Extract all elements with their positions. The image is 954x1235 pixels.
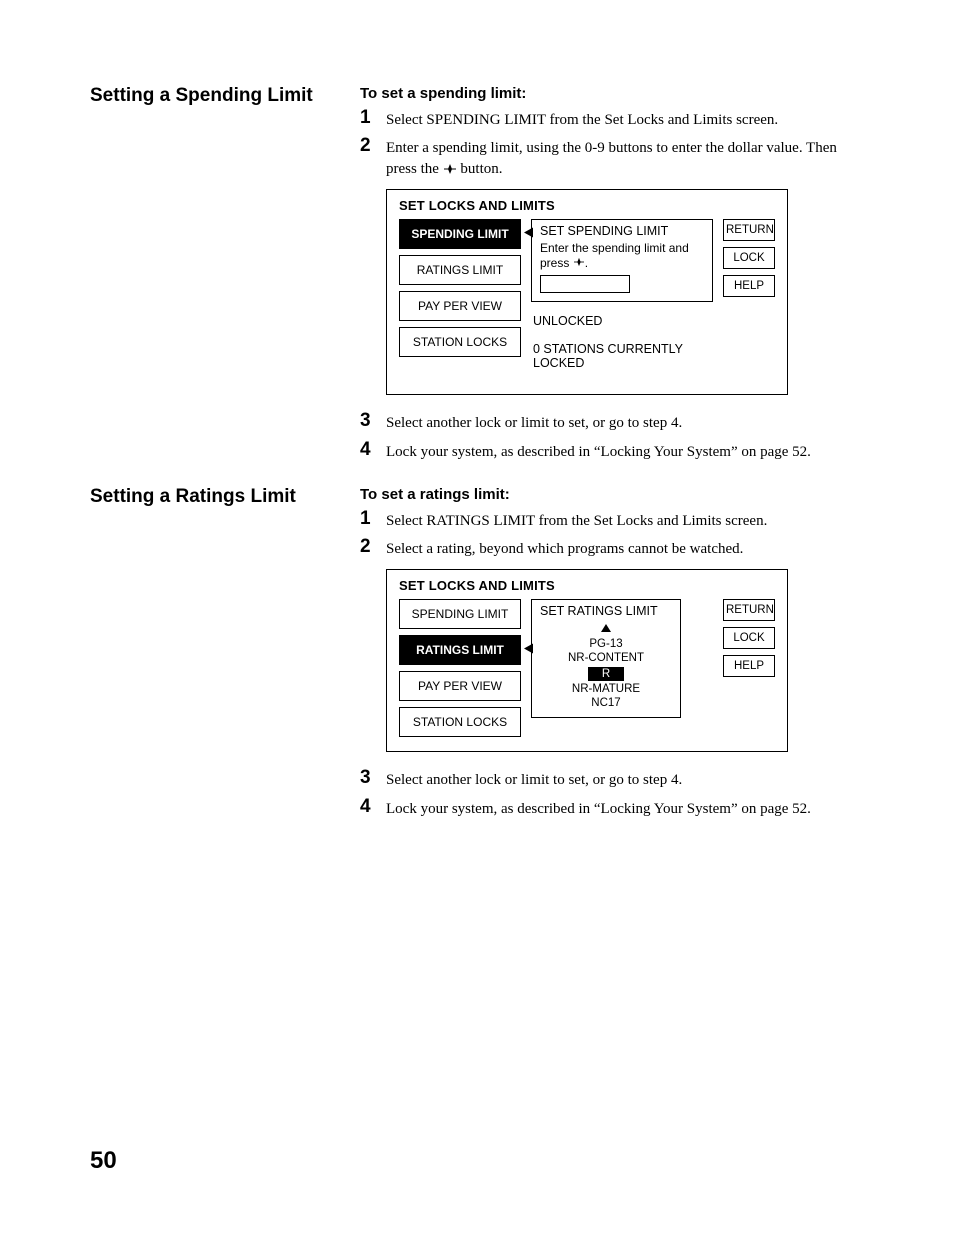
section-heading: Setting a Ratings Limit (90, 486, 340, 509)
steps-list-cont: 3 Select another lock or limit to set, o… (360, 768, 864, 819)
section-spending-limit: Setting a Spending Limit To set a spendi… (90, 85, 864, 468)
step-number: 3 (360, 411, 386, 432)
step-number: 2 (360, 537, 386, 558)
procedure-title: To set a spending limit: (360, 85, 864, 102)
panel-title: SET RATINGS LIMIT (538, 604, 674, 618)
menu-column: SPENDING LIMIT RATINGS LIMIT PAY PER VIE… (399, 219, 521, 381)
ratings-detail-panel: SET RATINGS LIMIT PG-13 NR-CONTENT R NR-… (531, 599, 681, 717)
step-number: 4 (360, 440, 386, 461)
spending-input[interactable] (540, 275, 630, 293)
page-number: 50 (90, 1147, 117, 1175)
steps-list: 1 Select SPENDING LIMIT from the Set Loc… (360, 108, 864, 179)
menu-column: SPENDING LIMIT RATINGS LIMIT PAY PER VIE… (399, 599, 521, 737)
select-icon (573, 256, 585, 270)
status-stations-locked: 0 STATIONS CURRENTLY LOCKED (531, 342, 713, 370)
step-item: 3 Select another lock or limit to set, o… (360, 768, 864, 790)
step-item: 1 Select RATINGS LIMIT from the Set Lock… (360, 509, 864, 531)
steps-list-cont: 3 Select another lock or limit to set, o… (360, 411, 864, 462)
menu-spending-limit[interactable]: SPENDING LIMIT (399, 599, 521, 629)
lock-button[interactable]: LOCK (723, 247, 775, 269)
pointer-icon (522, 225, 534, 242)
ui-title: SET LOCKS AND LIMITS (399, 578, 775, 593)
step-number: 4 (360, 797, 386, 818)
menu-ratings-limit[interactable]: RATINGS LIMIT (399, 255, 521, 285)
ui-set-locks-screen: SET LOCKS AND LIMITS SPENDING LIMIT RATI… (386, 569, 788, 752)
select-icon (443, 161, 457, 177)
step-number: 3 (360, 768, 386, 789)
panel-title: SET SPENDING LIMIT (540, 224, 704, 240)
ui-set-locks-screen: SET LOCKS AND LIMITS SPENDING LIMIT RATI… (386, 189, 788, 396)
return-button[interactable]: RETURN (723, 599, 775, 621)
step-item: 1 Select SPENDING LIMIT from the Set Loc… (360, 108, 864, 130)
step-text: Select SPENDING LIMIT from the Set Locks… (386, 108, 864, 130)
step-text: Lock your system, as described in “Locki… (386, 797, 864, 819)
step-item: 4 Lock your system, as described in “Loc… (360, 797, 864, 819)
rating-option[interactable]: NR-CONTENT (538, 651, 674, 665)
step-number: 1 (360, 108, 386, 129)
ratings-list[interactable]: PG-13 NR-CONTENT R NR-MATURE NC17 (538, 622, 674, 710)
step-text: Select another lock or limit to set, or … (386, 411, 864, 433)
rating-option-selected[interactable]: R (538, 666, 674, 682)
rating-option[interactable]: NC17 (538, 696, 674, 710)
menu-pay-per-view[interactable]: PAY PER VIEW (399, 291, 521, 321)
step-item: 2 Enter a spending limit, using the 0-9 … (360, 136, 864, 179)
pointer-icon (522, 642, 534, 659)
section-ratings-limit: Setting a Ratings Limit To set a ratings… (90, 486, 864, 825)
help-button[interactable]: HELP (723, 655, 775, 677)
rating-option[interactable]: NR-MATURE (538, 682, 674, 696)
steps-list: 1 Select RATINGS LIMIT from the Set Lock… (360, 509, 864, 560)
ui-title: SET LOCKS AND LIMITS (399, 198, 775, 213)
menu-spending-limit[interactable]: SPENDING LIMIT (399, 219, 521, 249)
menu-pay-per-view[interactable]: PAY PER VIEW (399, 671, 521, 701)
step-item: 4 Lock your system, as described in “Loc… (360, 440, 864, 462)
procedure-title: To set a ratings limit: (360, 486, 864, 503)
scroll-up-icon[interactable] (601, 622, 611, 636)
step-text: Lock your system, as described in “Locki… (386, 440, 864, 462)
help-button[interactable]: HELP (723, 275, 775, 297)
return-button[interactable]: RETURN (723, 219, 775, 241)
step-text: Select RATINGS LIMIT from the Set Locks … (386, 509, 864, 531)
step-number: 2 (360, 136, 386, 157)
status-unlocked: UNLOCKED (531, 314, 713, 328)
menu-ratings-limit[interactable]: RATINGS LIMIT (399, 635, 521, 665)
rating-option[interactable]: PG-13 (538, 637, 674, 651)
step-item: 3 Select another lock or limit to set, o… (360, 411, 864, 433)
menu-station-locks[interactable]: STATION LOCKS (399, 707, 521, 737)
step-text: Select another lock or limit to set, or … (386, 768, 864, 790)
lock-button[interactable]: LOCK (723, 627, 775, 649)
spending-detail-panel: SET SPENDING LIMIT Enter the spending li… (531, 219, 713, 303)
section-heading: Setting a Spending Limit (90, 85, 340, 108)
menu-station-locks[interactable]: STATION LOCKS (399, 327, 521, 357)
step-number: 1 (360, 509, 386, 530)
step-item: 2 Select a rating, beyond which programs… (360, 537, 864, 559)
step-text: Select a rating, beyond which programs c… (386, 537, 864, 559)
panel-instruction: Enter the spending limit and press . (540, 241, 704, 271)
step-text: Enter a spending limit, using the 0-9 bu… (386, 136, 864, 179)
